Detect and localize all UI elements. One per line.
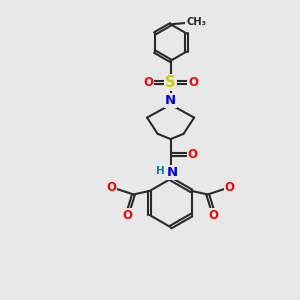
Text: O: O: [143, 76, 153, 89]
Text: O: O: [208, 209, 219, 222]
Text: CH₃: CH₃: [186, 17, 206, 27]
Text: O: O: [123, 209, 133, 222]
Text: O: O: [106, 182, 116, 194]
Text: H: H: [156, 166, 165, 176]
Text: N: N: [165, 94, 176, 107]
Text: S: S: [165, 75, 176, 90]
Text: O: O: [188, 148, 198, 161]
Text: O: O: [188, 76, 198, 89]
Text: N: N: [167, 166, 178, 178]
Text: O: O: [225, 182, 235, 194]
